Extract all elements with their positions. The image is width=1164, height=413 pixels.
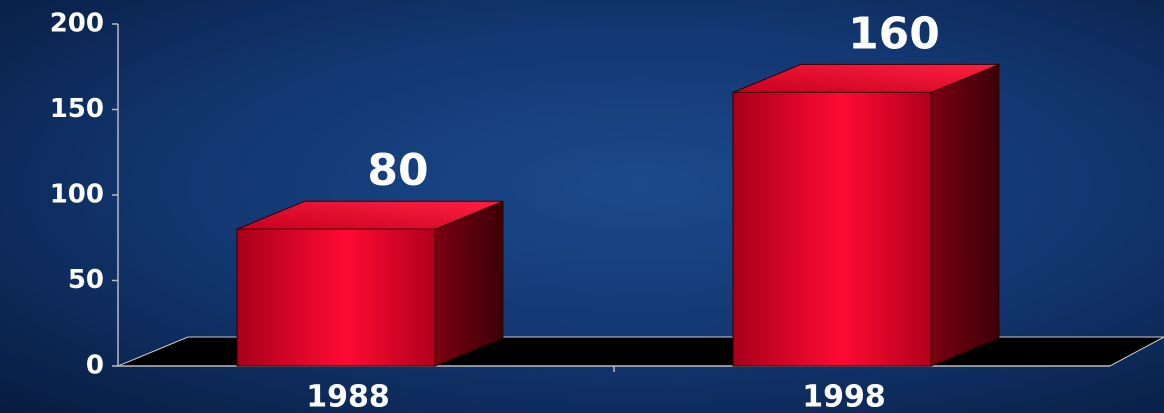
bar-side: [930, 63, 1000, 367]
y-tick-label: 150: [50, 94, 104, 124]
value-label: 80: [367, 145, 428, 196]
y-tick-label: 0: [86, 351, 104, 381]
bar: [236, 228, 436, 367]
value-label: 160: [848, 8, 940, 59]
y-tick-label: 200: [50, 9, 104, 39]
bar: [732, 91, 932, 367]
y-tick-label: 100: [50, 180, 104, 210]
bar-side: [434, 200, 504, 367]
x-tick-label: 1998: [802, 380, 886, 413]
x-tick-label: 1988: [306, 380, 390, 413]
y-tick-label: 50: [68, 265, 104, 295]
